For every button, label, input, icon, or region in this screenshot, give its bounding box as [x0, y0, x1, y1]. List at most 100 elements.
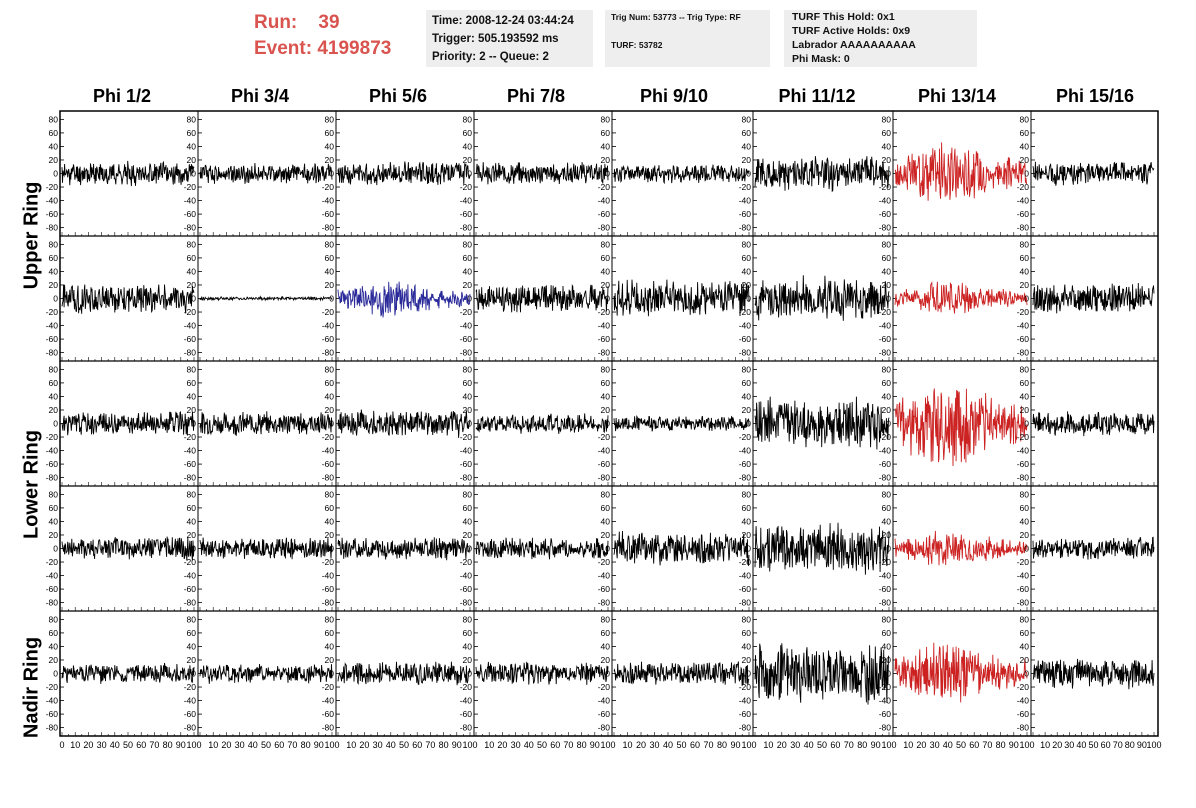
y-tick-label: 80 — [601, 489, 611, 499]
x-tick-label: 50 — [537, 740, 547, 750]
y-tick-label: 60 — [325, 253, 335, 263]
y-tick-label: 80 — [463, 239, 473, 249]
y-tick-label: -40 — [598, 196, 611, 206]
y-tick-label: -60 — [184, 334, 197, 344]
y-tick-label: 20 — [49, 655, 59, 665]
y-tick-label: -60 — [598, 584, 611, 594]
y-tick-label: 20 — [463, 155, 473, 165]
x-tick-label: 100 — [1146, 740, 1161, 750]
y-tick-label: 40 — [49, 516, 59, 526]
y-tick-label: 80 — [187, 489, 197, 499]
y-tick-label: -60 — [460, 709, 473, 719]
y-tick-label: 0 — [53, 169, 58, 179]
y-tick-label: -60 — [879, 459, 892, 469]
x-tick-label: 90 — [1137, 740, 1147, 750]
y-tick-label: -80 — [1017, 723, 1030, 733]
y-tick-label: -60 — [598, 709, 611, 719]
y-tick-label: 60 — [463, 628, 473, 638]
y-tick-label: -80 — [598, 598, 611, 608]
x-tick-label: 80 — [439, 740, 449, 750]
waveform-trace-r1-c4 — [613, 279, 750, 317]
y-tick-label: 60 — [463, 253, 473, 263]
y-tick-label: 20 — [187, 405, 197, 415]
y-tick-label: 60 — [463, 503, 473, 513]
waveform-trace-r1-c0 — [61, 284, 195, 314]
y-tick-label: 40 — [325, 641, 335, 651]
y-tick-label: -40 — [879, 196, 892, 206]
y-tick-label: 40 — [463, 641, 473, 651]
y-tick-label: 20 — [882, 280, 892, 290]
waveform-trace-r0-c2 — [337, 161, 471, 186]
waveform-trace-r2-c5 — [754, 396, 890, 450]
y-tick-label: -20 — [322, 307, 335, 317]
y-tick-label: -20 — [322, 182, 335, 192]
y-tick-label: -40 — [460, 571, 473, 581]
x-tick-label: 60 — [412, 740, 422, 750]
x-tick-label: 40 — [524, 740, 534, 750]
y-tick-label: 40 — [601, 516, 611, 526]
y-tick-label: 20 — [187, 655, 197, 665]
y-tick-label: -80 — [46, 223, 59, 233]
y-tick-label: 60 — [463, 128, 473, 138]
y-tick-label: -80 — [598, 473, 611, 483]
waveform-trace-r2-c6 — [894, 388, 1028, 467]
y-tick-label: 20 — [742, 530, 752, 540]
y-tick-label: -40 — [739, 696, 752, 706]
y-tick-label: 0 — [605, 669, 610, 679]
y-tick-label: 40 — [882, 516, 892, 526]
x-tick-label: 20 — [916, 740, 926, 750]
y-tick-label: -80 — [1017, 348, 1030, 358]
y-tick-label: -40 — [322, 446, 335, 456]
y-tick-label: 20 — [49, 530, 59, 540]
y-tick-label: -20 — [460, 307, 473, 317]
y-tick-label: -60 — [739, 709, 752, 719]
y-tick-label: -60 — [1017, 459, 1030, 469]
y-tick-label: -40 — [879, 696, 892, 706]
y-tick-label: 60 — [325, 128, 335, 138]
y-tick-label: 40 — [882, 266, 892, 276]
y-tick-label: 20 — [1020, 155, 1030, 165]
y-tick-label: -80 — [46, 348, 59, 358]
y-tick-label: 20 — [325, 280, 335, 290]
y-tick-label: 40 — [882, 391, 892, 401]
column-label-phi-3-4: Phi 3/4 — [230, 86, 290, 106]
waveform-trace-r3-c0 — [61, 536, 195, 561]
y-tick-label: -40 — [46, 571, 59, 581]
y-tick-label: -40 — [460, 321, 473, 331]
x-tick-label: 10 — [70, 740, 80, 750]
y-tick-label: -20 — [460, 557, 473, 567]
y-tick-label: -80 — [1017, 223, 1030, 233]
waveform-trace-r1-c1 — [199, 295, 333, 302]
y-tick-label: 80 — [49, 239, 59, 249]
y-tick-label: 0 — [746, 669, 751, 679]
y-tick-label: 60 — [49, 253, 59, 263]
waveform-trace-r3-c2 — [337, 537, 471, 561]
y-tick-label: -20 — [184, 557, 197, 567]
y-tick-label: 40 — [325, 266, 335, 276]
x-tick-label: 40 — [386, 740, 396, 750]
y-tick-label: -60 — [322, 584, 335, 594]
waveform-grid: -80 -60 -40 -20 0 20 40 60 80 -80 -60 -40 -20 0 20 40 60… — [46, 110, 1162, 750]
x-tick-label: 80 — [1125, 740, 1135, 750]
y-tick-label: 20 — [49, 155, 59, 165]
waveform-trace-r2-c7 — [1032, 411, 1155, 437]
y-tick-label: -20 — [184, 307, 197, 317]
y-tick-label: -60 — [879, 709, 892, 719]
y-tick-label: 0 — [886, 544, 891, 554]
y-tick-label: 80 — [463, 489, 473, 499]
y-tick-label: -40 — [46, 696, 59, 706]
y-tick-label: 20 — [463, 655, 473, 665]
y-tick-label: 40 — [463, 141, 473, 151]
waveform-trace-r3-c1 — [199, 537, 333, 560]
y-tick-label: 60 — [742, 628, 752, 638]
y-tick-label: 0 — [53, 544, 58, 554]
y-tick-label: -60 — [879, 334, 892, 344]
y-tick-label: 80 — [601, 364, 611, 374]
x-tick-label: 50 — [123, 740, 133, 750]
y-tick-label: 20 — [601, 405, 611, 415]
y-tick-label: 80 — [882, 614, 892, 624]
y-tick-label: -60 — [1017, 209, 1030, 219]
y-tick-label: -60 — [598, 459, 611, 469]
y-tick-label: 40 — [1020, 266, 1030, 276]
y-tick-label: -80 — [879, 598, 892, 608]
